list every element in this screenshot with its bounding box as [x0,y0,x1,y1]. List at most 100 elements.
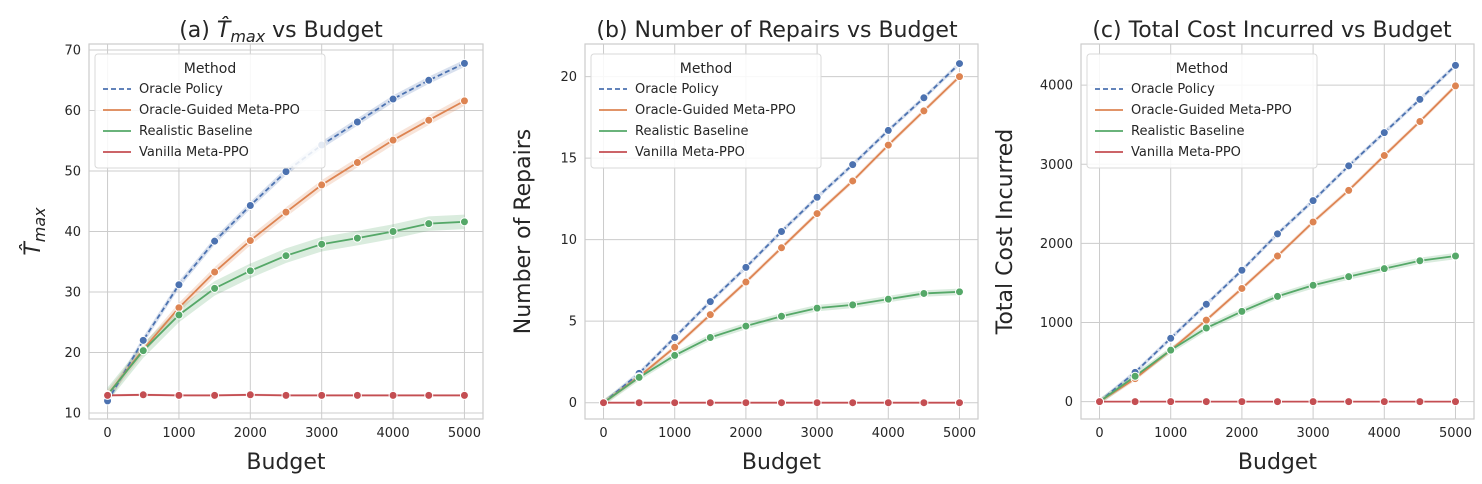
data-point [1130,371,1140,381]
data-point [919,93,929,103]
x-tick-label: 3000 [1297,426,1330,441]
y-tick-label: 0 [569,396,577,411]
title-prefix: (a) [179,18,217,43]
legend-entry: Oracle-Guided Meta-PPO [635,103,796,118]
data-point [848,300,858,310]
data-point [1344,161,1354,171]
legend-entry: Vanilla Meta-PPO [1131,145,1241,160]
data-point [245,200,255,210]
data-point [777,311,786,321]
data-point [388,227,398,236]
data-point [138,335,148,345]
data-point [352,158,362,168]
legend-entry: Realistic Baseline [1131,124,1245,139]
data-point [1308,217,1318,227]
x-tick-label: 0 [103,426,111,441]
data-point [1166,345,1176,355]
plot-frame [584,43,979,420]
data-point [883,398,893,408]
data-point [210,267,220,277]
data-point [281,251,291,261]
title-symbol: T̂ [217,17,232,43]
data-point [245,236,255,246]
data-point [1450,60,1460,70]
x-tick-label: 4000 [872,426,905,441]
data-point [1201,315,1211,325]
data-point [919,398,929,408]
y-tick-label: 30 [64,285,81,300]
plot-frame [88,43,484,420]
data-point [741,277,751,287]
data-point [1450,397,1460,407]
data-point [317,390,327,400]
data-point [1166,333,1176,343]
data-point [1308,196,1318,206]
chart-panel-1: 0 1000 2000 3000 4000 5000 10 20 30 40 50 60 70 (a) T… [20,17,484,475]
legend-entry: Vanilla Meta-PPO [139,145,249,160]
data-point [1273,291,1282,301]
data-point [670,342,680,352]
data-point [777,243,786,253]
data-point [1201,397,1211,407]
data-point [317,180,327,190]
data-point [634,398,644,408]
data-point [459,96,469,106]
data-point [424,115,434,125]
y-axis-label: T̂max [20,207,49,256]
data-point [245,266,255,276]
x-tick-label: 5000 [448,426,481,441]
data-point [1308,280,1318,290]
data-point [174,390,184,400]
data-point [741,398,751,408]
data-point [1450,81,1460,91]
plot-frame [1080,43,1475,420]
data-point [634,372,644,382]
data-point [1344,185,1354,195]
legend-entry: Oracle-Guided Meta-PPO [1131,103,1292,118]
y-tick-label: 40 [64,225,81,240]
x-tick-label: 4000 [1368,426,1401,441]
data-point [1201,323,1211,333]
x-tick-label: 0 [1095,426,1103,441]
y-tick-label: 15 [560,152,577,167]
data-point [848,398,858,408]
x-tick-label: 1000 [1154,426,1187,441]
x-tick-label: 2000 [1225,426,1258,441]
legend-box [94,53,326,169]
x-axis-label: Budget [1238,450,1318,475]
data-point [954,59,964,69]
ylabel-subscript: max [30,207,49,242]
data-point [459,390,469,400]
legend-entry: Oracle-Guided Meta-PPO [139,103,300,118]
x-tick-label: 5000 [1439,426,1472,441]
data-point [1344,272,1354,282]
data-point [1415,117,1425,127]
data-point [1415,397,1425,407]
data-point [848,160,858,170]
y-tick-label: 1000 [1040,316,1073,331]
chart-title: (a) T̂max vs Budget [179,17,383,46]
data-point [138,346,148,356]
data-point [1130,397,1140,407]
data-point [1273,229,1282,239]
x-tick-label: 2000 [729,426,762,441]
data-point [670,398,680,408]
data-point [1237,283,1247,293]
y-tick-label: 60 [64,104,81,119]
data-point [670,350,680,360]
title-suffix: vs Budget [265,18,383,43]
chart-panel-2: 0 1000 2000 3000 4000 5000 0 5 10 15 20 (b) Number … [511,18,979,475]
data-point [919,106,929,116]
data-point [812,209,822,219]
data-point [1273,251,1282,261]
data-point [1344,397,1354,407]
data-point [670,332,680,342]
legend-title: Method [680,61,733,77]
data-point [705,297,715,307]
data-point [388,135,398,145]
data-point [705,398,715,408]
data-point [848,176,858,186]
data-point [174,310,184,320]
data-point [954,398,964,408]
